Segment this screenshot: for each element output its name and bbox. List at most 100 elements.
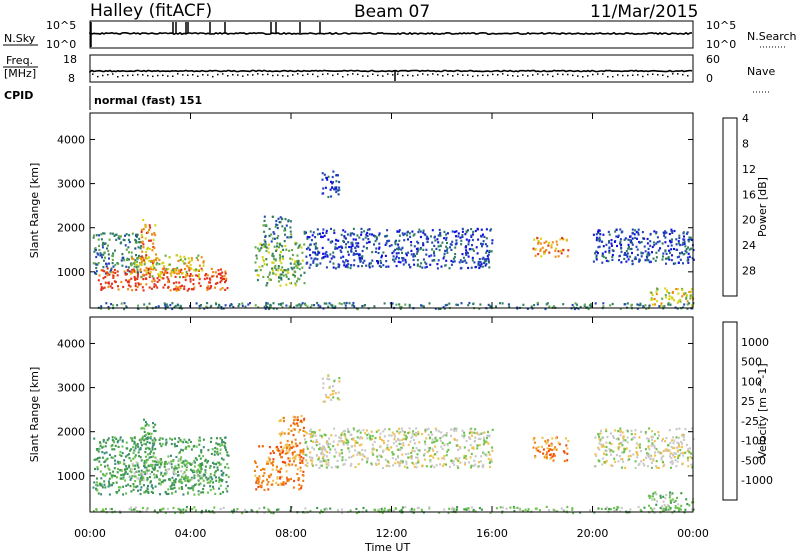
data-cell <box>684 245 687 248</box>
data-cell <box>287 479 290 482</box>
data-cell <box>691 466 694 469</box>
data-cell <box>609 449 612 452</box>
data-cell <box>609 304 612 307</box>
data-cell <box>213 453 216 456</box>
nave-dot <box>272 74 274 77</box>
data-cell <box>255 479 258 482</box>
data-cell <box>277 267 280 270</box>
colorbar-title: Power [dB] <box>756 177 769 237</box>
data-cell <box>177 286 180 289</box>
data-cell <box>300 274 302 277</box>
data-cell <box>174 490 177 493</box>
data-cell <box>299 428 301 431</box>
data-cell <box>488 453 491 456</box>
data-cell <box>309 451 312 454</box>
data-cell <box>453 230 456 234</box>
data-cell <box>435 247 438 250</box>
data-cell <box>461 235 464 238</box>
data-cell <box>224 304 227 307</box>
data-cell <box>210 476 213 479</box>
data-cell <box>311 464 314 467</box>
data-cell <box>173 479 176 482</box>
data-cell <box>267 462 270 465</box>
data-cell <box>405 438 407 441</box>
data-cell <box>116 270 119 273</box>
data-cell <box>343 463 346 466</box>
data-cell <box>483 439 486 442</box>
data-cell <box>635 442 638 445</box>
data-cell <box>151 233 153 236</box>
data-cell <box>132 483 135 486</box>
data-cell <box>263 511 266 514</box>
data-cell <box>316 247 319 250</box>
data-cell <box>330 466 333 469</box>
x-tick-label: 04:00 <box>175 527 207 540</box>
data-cell <box>92 510 95 513</box>
data-cell <box>553 305 555 308</box>
data-cell <box>289 447 291 450</box>
data-cell <box>148 239 151 242</box>
data-cell <box>139 247 142 250</box>
data-cell <box>459 259 462 262</box>
data-cell <box>456 506 459 509</box>
data-cell <box>313 304 316 307</box>
data-cell <box>461 227 464 230</box>
data-cell <box>648 427 651 430</box>
data-cell <box>427 237 430 240</box>
data-cell <box>265 462 268 465</box>
data-cell <box>453 463 456 466</box>
data-cell <box>467 252 469 255</box>
data-cell <box>431 441 434 444</box>
data-cell <box>145 433 148 436</box>
data-cell <box>183 287 186 291</box>
data-cell <box>200 267 203 270</box>
data-cell <box>324 459 327 462</box>
data-cell <box>182 462 185 465</box>
data-cell <box>681 251 683 254</box>
data-cell <box>299 442 302 445</box>
data-cell <box>655 231 658 234</box>
data-cell <box>316 258 319 261</box>
data-cell <box>678 236 681 240</box>
data-cell <box>279 419 282 422</box>
data-cell <box>134 464 137 467</box>
data-cell <box>257 306 260 309</box>
data-cell <box>631 232 634 235</box>
data-cell <box>299 469 302 472</box>
data-cell <box>140 275 143 278</box>
data-cell <box>344 458 347 462</box>
data-cell <box>647 259 650 262</box>
data-cell <box>285 449 288 452</box>
data-cell <box>685 297 688 300</box>
data-cell <box>369 434 372 437</box>
data-cell <box>131 462 134 465</box>
data-cell <box>446 232 449 235</box>
data-cell <box>412 446 415 450</box>
data-cell <box>119 486 122 489</box>
data-cell <box>357 265 360 268</box>
data-cell <box>182 476 185 479</box>
data-cell <box>221 439 224 442</box>
data-cell <box>292 445 295 448</box>
data-cell <box>135 288 138 291</box>
data-cell <box>398 465 401 468</box>
data-cell <box>103 480 106 483</box>
data-cell <box>608 251 611 254</box>
data-cell <box>129 436 132 440</box>
nave-dot <box>352 73 354 75</box>
data-cell <box>254 261 257 264</box>
data-cell <box>402 442 405 445</box>
freq-tick-bottom: 8 <box>68 72 75 85</box>
data-cell <box>544 307 547 311</box>
data-cell <box>180 470 183 473</box>
data-cell <box>401 430 404 433</box>
data-cell <box>413 465 416 468</box>
data-cell <box>445 463 448 466</box>
data-cell <box>646 237 649 241</box>
data-cell <box>298 454 301 457</box>
data-cell <box>376 458 379 461</box>
data-cell <box>205 509 208 512</box>
data-cell <box>413 245 416 248</box>
data-cell <box>617 234 620 237</box>
nave-dot <box>427 74 429 76</box>
